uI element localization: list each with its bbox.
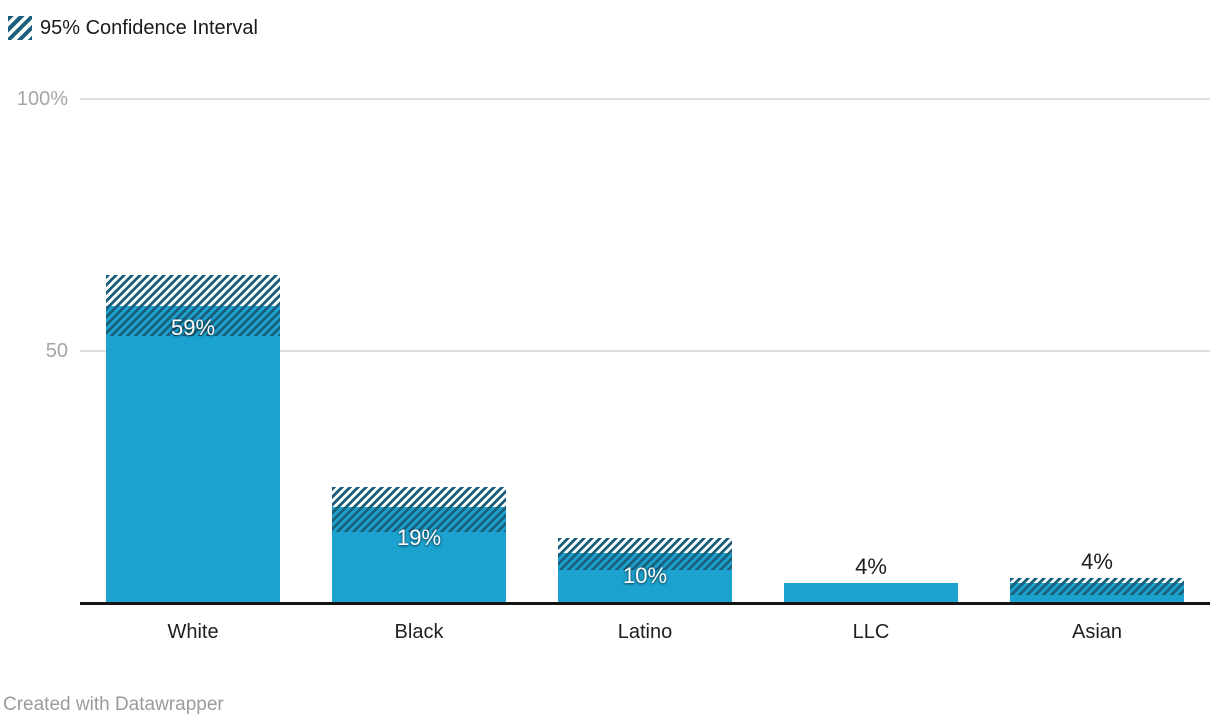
category-label: LLC xyxy=(852,621,890,643)
category-label: Asian xyxy=(1071,621,1123,643)
value-label: 4% xyxy=(1081,548,1113,574)
bar[interactable] xyxy=(784,582,958,602)
legend-label: 95% Confidence Interval xyxy=(40,17,258,39)
gridline xyxy=(80,350,1210,352)
bar[interactable] xyxy=(106,305,280,602)
value-label: 4% xyxy=(855,553,887,579)
value-label: 19% xyxy=(396,525,442,551)
category-label: Black xyxy=(394,621,444,643)
y-tick-label: 50 xyxy=(45,340,68,362)
category-label: Latino xyxy=(617,621,673,643)
confidence-interval-band xyxy=(558,537,732,571)
confidence-interval-band xyxy=(1010,577,1184,596)
value-label: 10% xyxy=(622,563,668,589)
value-label: 59% xyxy=(170,314,216,340)
datawrapper-attribution-link[interactable]: Created with Datawrapper xyxy=(3,694,224,715)
x-axis-baseline xyxy=(80,602,1210,605)
y-tick-label: 100% xyxy=(16,88,68,110)
confidence-interval-band xyxy=(106,275,280,336)
gridline xyxy=(80,98,1210,100)
category-label: White xyxy=(167,621,219,643)
confidence-interval-band xyxy=(332,487,506,533)
confidence-interval-hatch-icon xyxy=(8,16,32,40)
